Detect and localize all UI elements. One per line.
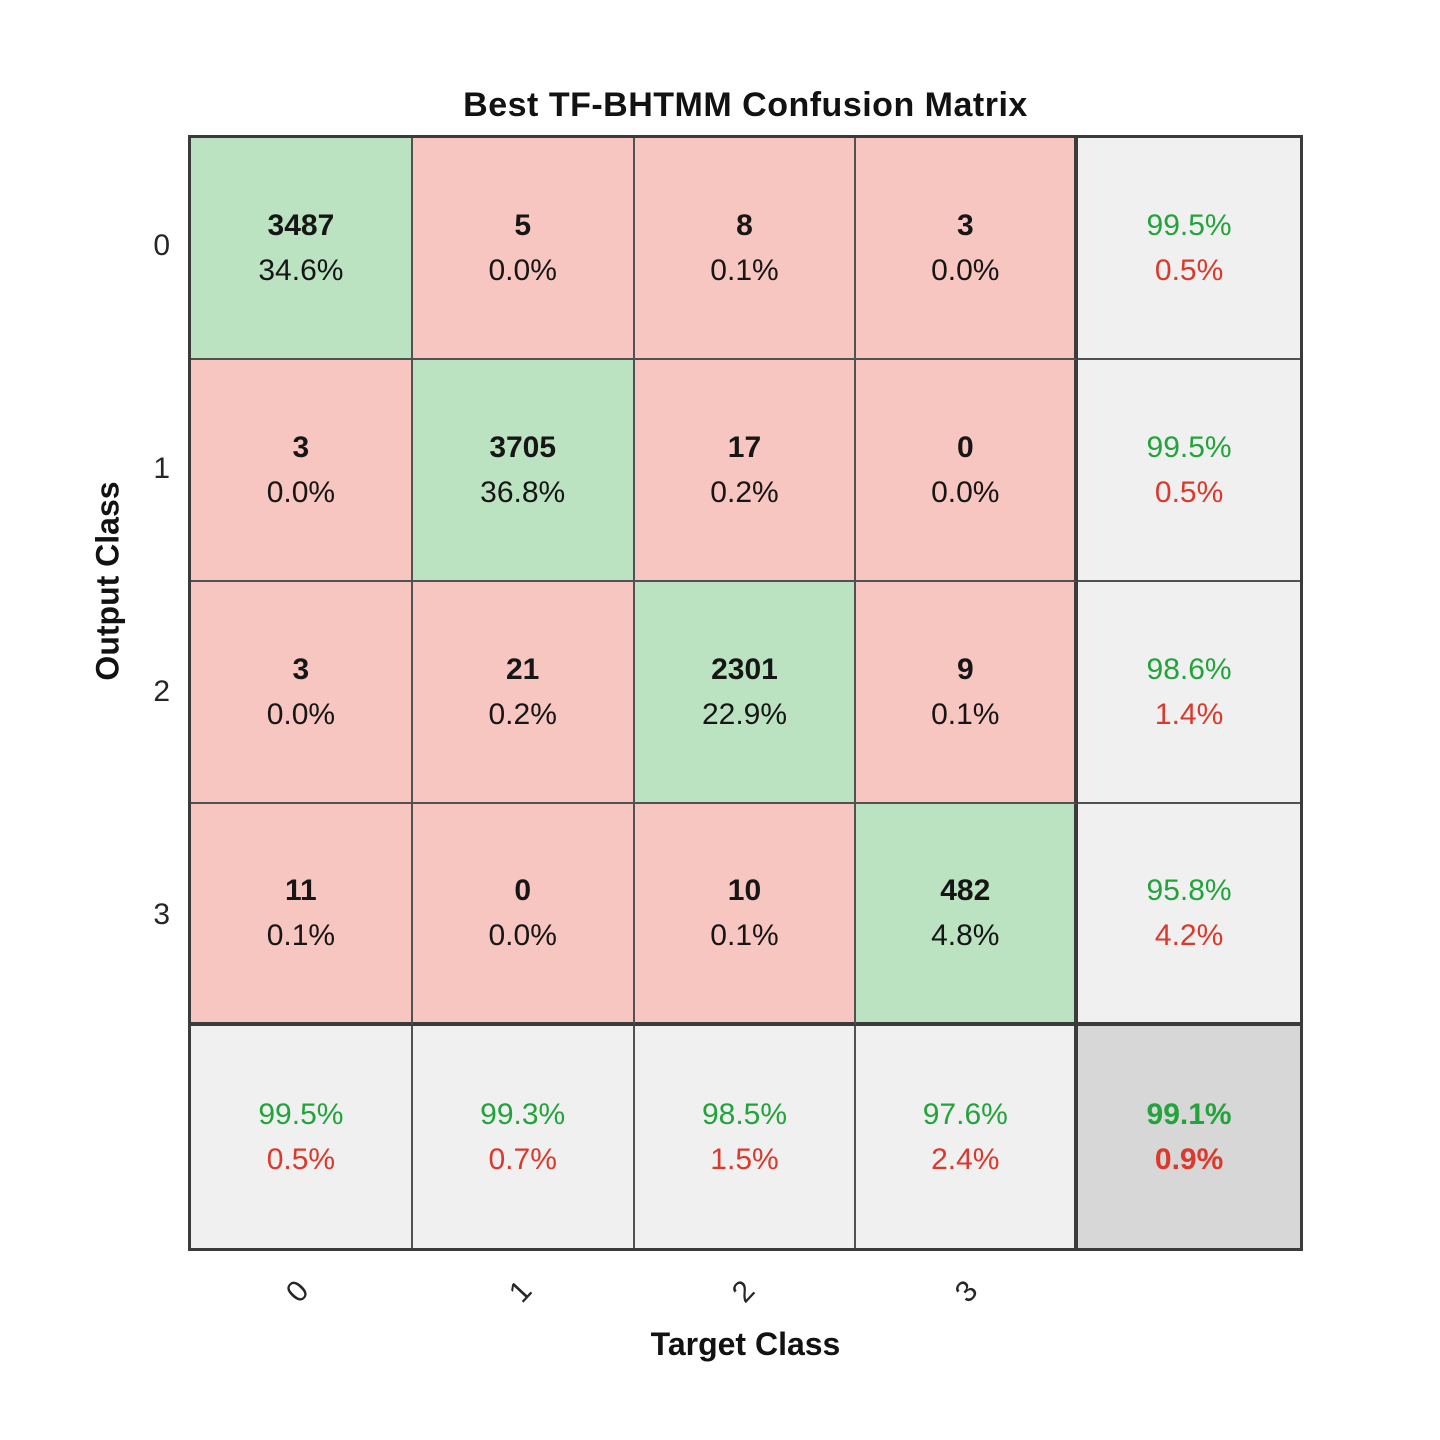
cell-count: 17 [727, 431, 762, 464]
summary-bad-percent: 4.2% [1154, 919, 1224, 952]
matrix-cell-1-2: 17 0.2% [634, 360, 857, 582]
y-tick-2: 2 [153, 675, 170, 708]
cell-count: 11 [285, 874, 317, 907]
cell-percent: 22.9% [701, 698, 788, 731]
col-summary-3: 97.6% 2.4% [856, 1026, 1079, 1248]
overall-error: 0.9% [1154, 1143, 1224, 1176]
cell-count: 0 [514, 874, 532, 907]
summary-bad-percent: 0.5% [1154, 254, 1224, 287]
cell-count: 3705 [489, 431, 557, 464]
y-axis-label: Output Class [89, 481, 126, 681]
x-tick-2: 2 [725, 1274, 762, 1310]
summary-bad-percent: 2.4% [931, 1143, 1000, 1176]
matrix-cell-3-0: 11 0.1% [191, 804, 413, 1026]
x-tick-0: 0 [279, 1274, 316, 1310]
cell-count: 5 [514, 209, 532, 242]
cell-count: 10 [727, 874, 762, 907]
summary-good-percent: 98.6% [1146, 653, 1232, 686]
cell-percent: 0.0% [266, 476, 336, 509]
overall-accuracy: 99.1% [1146, 1098, 1232, 1131]
cell-count: 3 [292, 653, 310, 686]
cell-percent: 0.2% [710, 476, 779, 509]
chart-title: Best TF-BHTMM Confusion Matrix [463, 86, 1028, 124]
matrix-cell-3-3: 482 4.8% [856, 804, 1079, 1026]
summary-good-percent: 99.5% [1146, 209, 1232, 242]
matrix-cell-0-2: 8 0.1% [634, 138, 857, 360]
summary-good-percent: 98.5% [701, 1098, 788, 1131]
matrix-cell-3-1: 0 0.0% [412, 804, 635, 1026]
summary-bad-percent: 0.5% [1154, 476, 1224, 509]
row-summary-1: 99.5% 0.5% [1078, 360, 1300, 582]
matrix-cell-0-1: 5 0.0% [412, 138, 635, 360]
confusion-matrix-grid: 3487 34.6% 5 0.0% 8 0.1% 3 0.0% 99.5% 0.… [188, 135, 1303, 1251]
cell-count: 21 [506, 653, 540, 686]
cell-percent: 0.1% [931, 698, 1000, 731]
summary-good-percent: 99.5% [258, 1098, 344, 1131]
row-summary-3: 95.8% 4.2% [1078, 804, 1300, 1026]
cell-count: 3 [292, 431, 310, 464]
y-tick-1: 1 [153, 452, 170, 485]
matrix-cell-2-2: 2301 22.9% [634, 582, 857, 804]
summary-bad-percent: 1.5% [710, 1143, 779, 1176]
cell-percent: 0.0% [931, 476, 1000, 509]
matrix-cell-2-1: 21 0.2% [412, 582, 635, 804]
col-summary-0: 99.5% 0.5% [191, 1026, 413, 1248]
summary-good-percent: 99.5% [1146, 431, 1232, 464]
cell-percent: 0.2% [488, 698, 557, 731]
summary-bad-percent: 1.4% [1154, 698, 1224, 731]
row-summary-0: 99.5% 0.5% [1078, 138, 1300, 360]
x-axis-label: Target Class [650, 1326, 841, 1362]
matrix-cell-2-0: 3 0.0% [191, 582, 413, 804]
cell-percent: 0.0% [931, 254, 1000, 287]
y-tick-3: 3 [153, 898, 170, 931]
cell-count: 2301 [711, 653, 778, 686]
cell-percent: 36.8% [480, 476, 566, 509]
summary-good-percent: 95.8% [1146, 874, 1232, 907]
cell-percent: 0.1% [266, 919, 336, 952]
x-tick-1: 1 [502, 1274, 539, 1310]
summary-good-percent: 99.3% [480, 1098, 566, 1131]
cell-count: 0 [956, 431, 974, 464]
cell-percent: 34.6% [258, 254, 344, 287]
x-tick-3: 3 [948, 1274, 985, 1310]
cell-count: 3 [956, 209, 974, 242]
summary-bad-percent: 0.5% [266, 1143, 336, 1176]
col-summary-1: 99.3% 0.7% [412, 1026, 635, 1248]
y-tick-0: 0 [153, 229, 170, 262]
matrix-cell-3-2: 10 0.1% [634, 804, 857, 1026]
matrix-cell-1-3: 0 0.0% [856, 360, 1079, 582]
row-summary-2: 98.6% 1.4% [1078, 582, 1300, 804]
summary-bad-percent: 0.7% [488, 1143, 557, 1176]
col-summary-2: 98.5% 1.5% [634, 1026, 857, 1248]
cell-percent: 0.0% [488, 919, 557, 952]
cell-percent: 0.0% [266, 698, 336, 731]
matrix-cell-1-0: 3 0.0% [191, 360, 413, 582]
summary-good-percent: 97.6% [922, 1098, 1008, 1131]
cell-count: 482 [940, 874, 991, 907]
matrix-cell-2-3: 9 0.1% [856, 582, 1079, 804]
cell-count: 8 [736, 209, 753, 242]
cell-percent: 0.1% [710, 919, 779, 952]
matrix-cell-1-1: 3705 36.8% [412, 360, 635, 582]
cell-count: 9 [956, 653, 974, 686]
cell-count: 3487 [267, 209, 335, 242]
matrix-cell-0-0: 3487 34.6% [191, 138, 413, 360]
overall-accuracy-cell: 99.1% 0.9% [1078, 1026, 1300, 1248]
cell-percent: 0.0% [488, 254, 557, 287]
cell-percent: 4.8% [931, 919, 1000, 952]
cell-percent: 0.1% [710, 254, 779, 287]
matrix-cell-0-3: 3 0.0% [856, 138, 1079, 360]
